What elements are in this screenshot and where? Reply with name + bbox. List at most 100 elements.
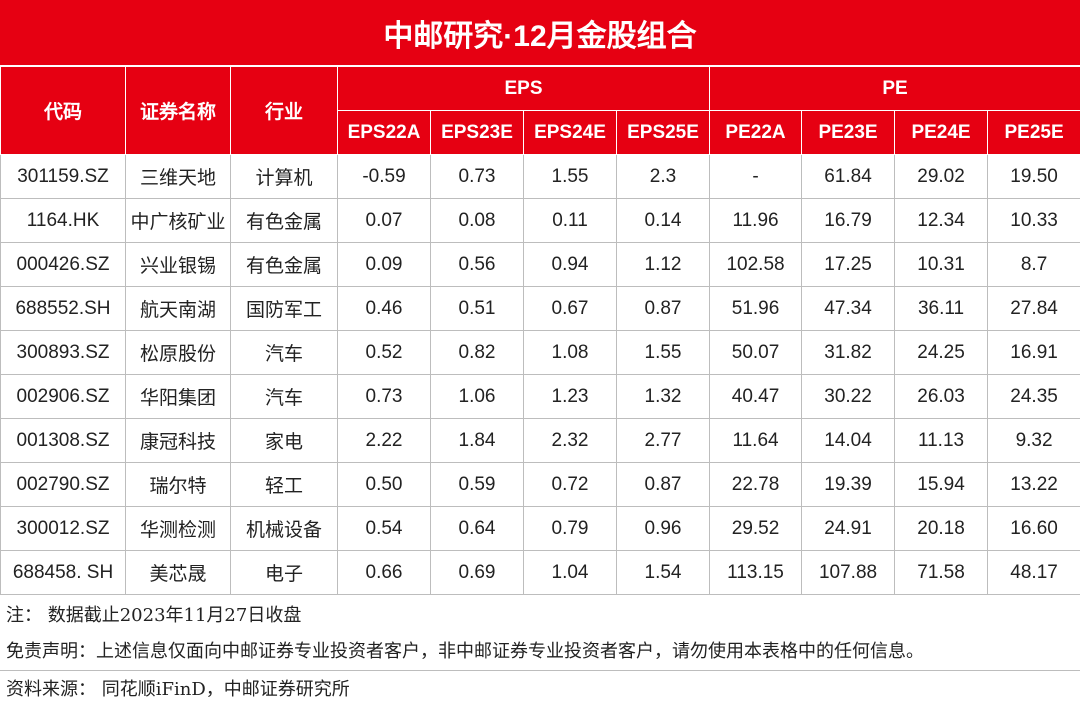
cell-code: 1164.HK [1, 199, 126, 243]
cell-pe: 30.22 [802, 375, 895, 419]
header-name: 证券名称 [126, 67, 231, 155]
cell-eps: 0.66 [338, 551, 431, 595]
cell-eps: 0.72 [524, 463, 617, 507]
cell-pe: 9.32 [988, 419, 1080, 463]
cell-eps: 0.79 [524, 507, 617, 551]
cell-eps: 0.59 [431, 463, 524, 507]
header-pe22a: PE22A [710, 111, 802, 155]
cell-eps: 0.64 [431, 507, 524, 551]
cell-pe: 29.02 [895, 155, 988, 199]
cell-pe: 27.84 [988, 287, 1080, 331]
cell-pe: 12.34 [895, 199, 988, 243]
cell-pe: 8.7 [988, 243, 1080, 287]
cell-pe: 16.79 [802, 199, 895, 243]
cell-pe: 102.58 [710, 243, 802, 287]
header-pe25e: PE25E [988, 111, 1080, 155]
cell-pe: 113.15 [710, 551, 802, 595]
cell-pe: 22.78 [710, 463, 802, 507]
cell-pe: 51.96 [710, 287, 802, 331]
cell-eps: 0.73 [338, 375, 431, 419]
header-industry: 行业 [231, 67, 338, 155]
cell-industry: 汽车 [231, 331, 338, 375]
cell-eps: 1.84 [431, 419, 524, 463]
cell-pe: 17.25 [802, 243, 895, 287]
header-row-group: 代码 证券名称 行业 EPS PE [1, 67, 1080, 111]
cell-eps: 0.96 [617, 507, 710, 551]
cell-eps: 0.07 [338, 199, 431, 243]
cell-code: 002790.SZ [1, 463, 126, 507]
cell-eps: -0.59 [338, 155, 431, 199]
cell-pe: 15.94 [895, 463, 988, 507]
cell-eps: 0.14 [617, 199, 710, 243]
header-pe24e: PE24E [895, 111, 988, 155]
disclaimer-note: 免责声明：上述信息仅面向中邮证券专业投资者客户，非中邮证券专业投资者客户，请勿使… [0, 634, 1080, 670]
header-eps25e: EPS25E [617, 111, 710, 155]
cell-code: 688552.SH [1, 287, 126, 331]
cell-eps: 0.73 [431, 155, 524, 199]
cell-pe: 61.84 [802, 155, 895, 199]
cell-name: 松原股份 [126, 331, 231, 375]
header-eps22a: EPS22A [338, 111, 431, 155]
cell-pe: 11.64 [710, 419, 802, 463]
cell-pe: 107.88 [802, 551, 895, 595]
cell-pe: 24.25 [895, 331, 988, 375]
cell-industry: 家电 [231, 419, 338, 463]
cell-pe: 40.47 [710, 375, 802, 419]
cell-industry: 机械设备 [231, 507, 338, 551]
cell-code: 688458. SH [1, 551, 126, 595]
cell-eps: 1.08 [524, 331, 617, 375]
cell-pe: 14.04 [802, 419, 895, 463]
cell-name: 瑞尔特 [126, 463, 231, 507]
cell-pe: 24.91 [802, 507, 895, 551]
cell-pe: 13.22 [988, 463, 1080, 507]
cell-eps: 0.46 [338, 287, 431, 331]
cell-eps: 0.50 [338, 463, 431, 507]
cell-name: 华阳集团 [126, 375, 231, 419]
cell-eps: 0.51 [431, 287, 524, 331]
cell-pe: 16.91 [988, 331, 1080, 375]
cell-name: 美芯晟 [126, 551, 231, 595]
cell-eps: 0.94 [524, 243, 617, 287]
cell-eps: 0.82 [431, 331, 524, 375]
cell-pe: 19.50 [988, 155, 1080, 199]
cell-eps: 1.12 [617, 243, 710, 287]
cell-eps: 1.55 [617, 331, 710, 375]
cell-industry: 国防军工 [231, 287, 338, 331]
cell-eps: 1.04 [524, 551, 617, 595]
data-cutoff-note: 注： 数据截止2023年11月27日收盘 [0, 598, 1080, 634]
cell-pe: 31.82 [802, 331, 895, 375]
cell-eps: 1.23 [524, 375, 617, 419]
header-pe-group: PE [710, 67, 1080, 111]
cell-pe: 36.11 [895, 287, 988, 331]
cell-pe: 26.03 [895, 375, 988, 419]
cell-pe: 50.07 [710, 331, 802, 375]
cell-eps: 1.06 [431, 375, 524, 419]
cell-eps: 2.22 [338, 419, 431, 463]
cell-name: 康冠科技 [126, 419, 231, 463]
cell-eps: 0.67 [524, 287, 617, 331]
cell-eps: 2.77 [617, 419, 710, 463]
cell-eps: 1.32 [617, 375, 710, 419]
cell-industry: 有色金属 [231, 199, 338, 243]
cell-eps: 1.55 [524, 155, 617, 199]
cell-name: 兴业银锡 [126, 243, 231, 287]
cell-eps: 2.3 [617, 155, 710, 199]
cell-pe: 20.18 [895, 507, 988, 551]
cell-pe: - [710, 155, 802, 199]
footnotes: 注： 数据截止2023年11月27日收盘 免责声明：上述信息仅面向中邮证券专业投… [0, 598, 1080, 708]
cell-eps: 0.87 [617, 287, 710, 331]
header-eps24e: EPS24E [524, 111, 617, 155]
cell-industry: 电子 [231, 551, 338, 595]
header-eps23e: EPS23E [431, 111, 524, 155]
cell-pe: 11.13 [895, 419, 988, 463]
cell-code: 000426.SZ [1, 243, 126, 287]
